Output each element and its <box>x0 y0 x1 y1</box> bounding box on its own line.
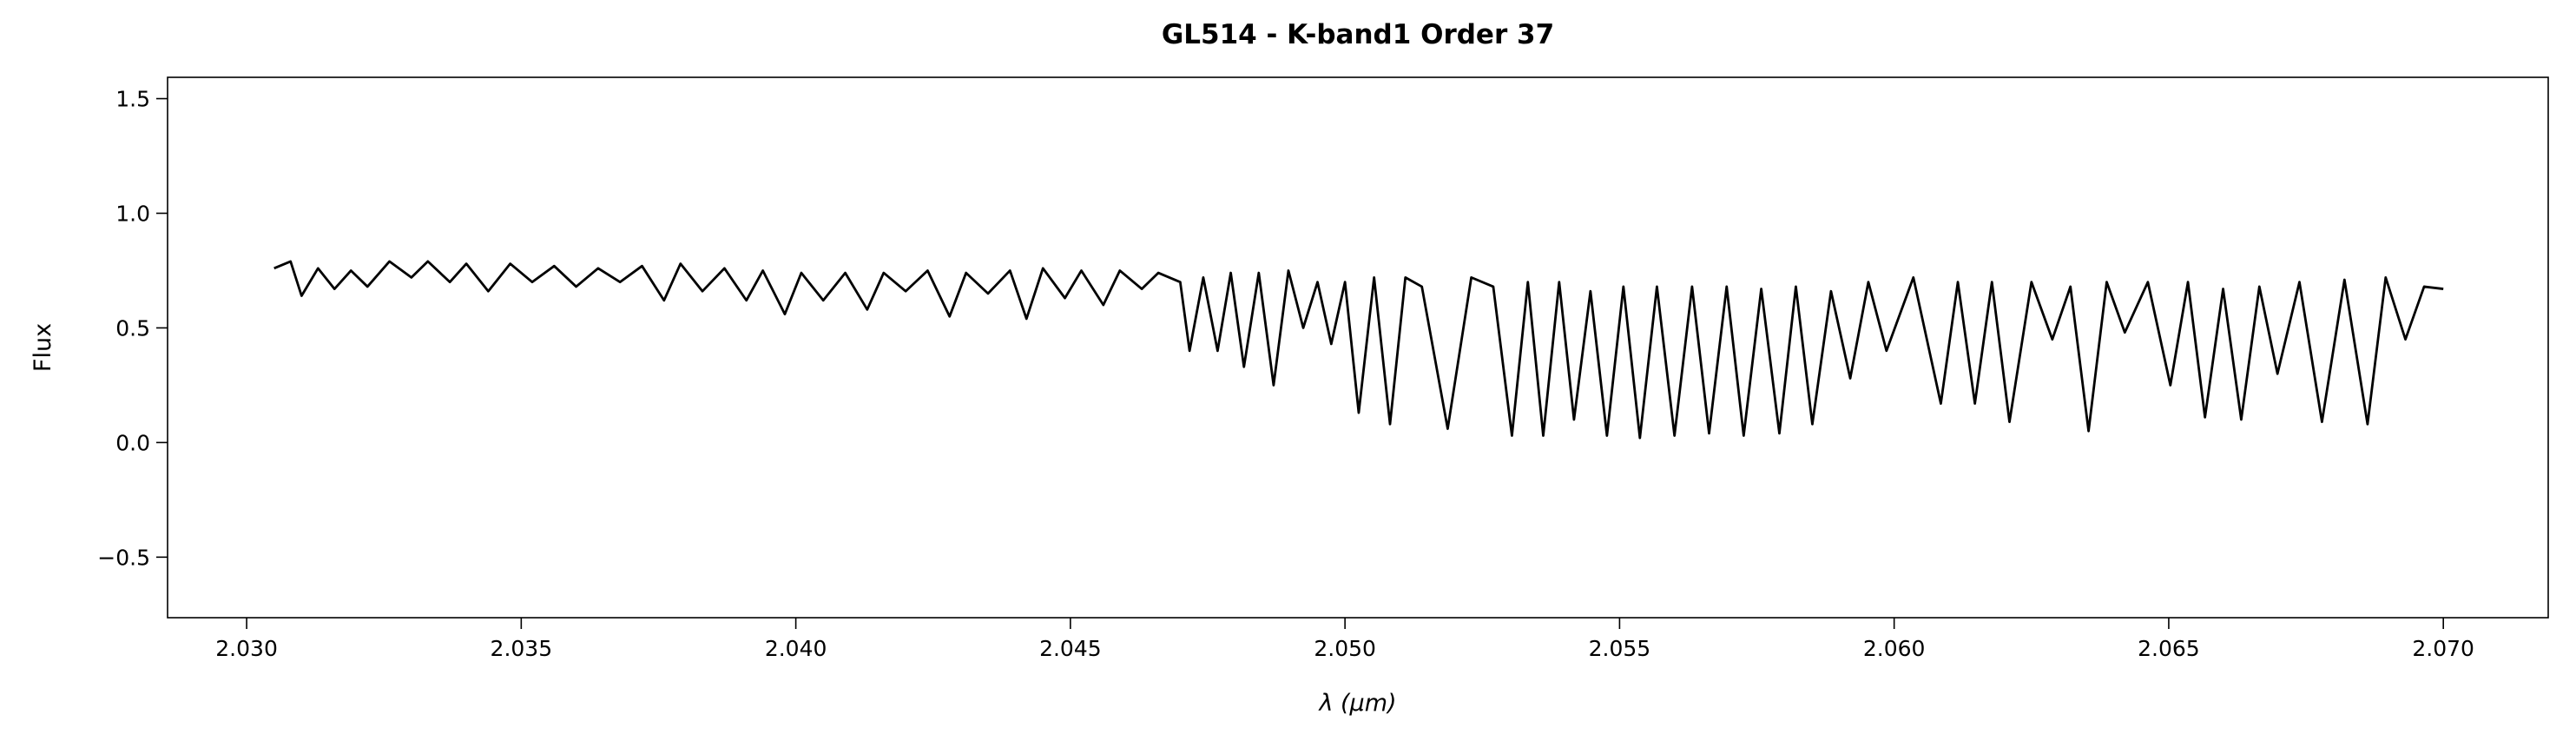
x-axis-label: λ (μm) <box>1317 690 1396 717</box>
y-tick-label: −0.5 <box>97 545 150 570</box>
x-tick-label: 2.070 <box>2412 636 2474 661</box>
x-tick-label: 2.050 <box>1314 636 1376 661</box>
y-axis-label: Flux <box>30 323 56 372</box>
x-tick-label: 2.040 <box>765 636 827 661</box>
x-tick-label: 2.060 <box>1863 636 1926 661</box>
chart-title: GL514 - K-band1 Order 37 <box>1162 19 1554 50</box>
x-tick-label: 2.045 <box>1039 636 1102 661</box>
plot-frame <box>167 76 2549 619</box>
y-tick-label: 1.0 <box>115 201 150 226</box>
y-tick-label: 1.5 <box>115 87 150 112</box>
y-tick-label: 0.0 <box>115 430 150 455</box>
spectrum-line <box>273 260 2444 440</box>
x-tick-label: 2.035 <box>491 636 553 661</box>
x-tick-label: 2.030 <box>215 636 278 661</box>
x-tick-label: 2.055 <box>1589 636 1651 661</box>
y-tick-label: 0.5 <box>115 315 150 341</box>
x-tick-label: 2.065 <box>2138 636 2200 661</box>
